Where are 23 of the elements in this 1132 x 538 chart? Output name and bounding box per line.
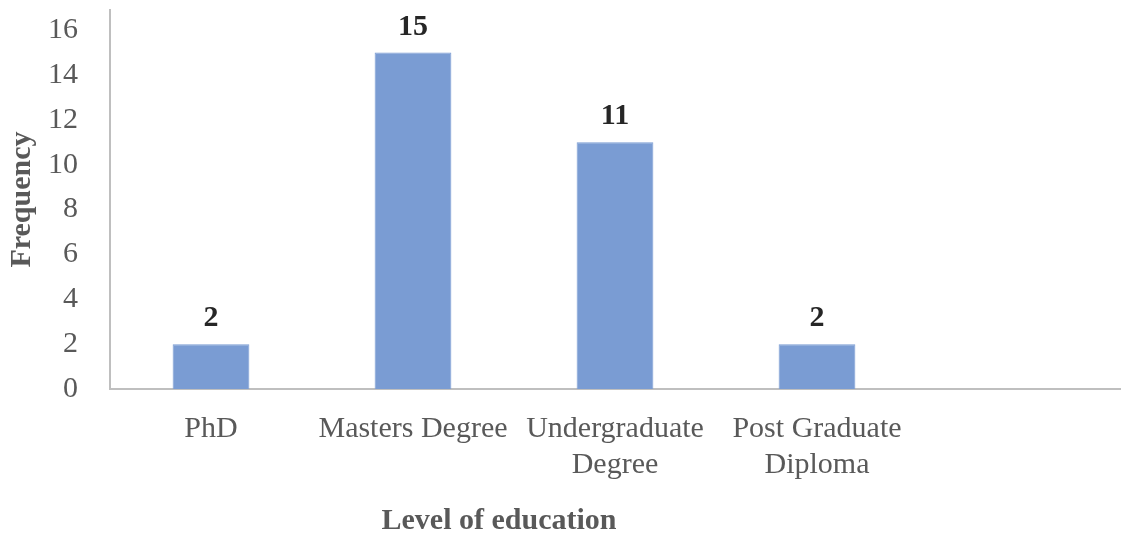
y-tick-label: 12 [48, 100, 78, 134]
y-tick-label: 10 [48, 145, 78, 179]
y-tick-label: 4 [63, 280, 78, 314]
y-tick-label: 0 [63, 369, 78, 403]
y-tick-label: 2 [63, 325, 78, 359]
bar [374, 52, 452, 389]
y-tick-label: 14 [48, 55, 78, 89]
bar [576, 142, 654, 389]
x-tick-label: Masters Degree [318, 409, 508, 443]
y-axis-title: Frequency [2, 131, 36, 268]
data-label: 2 [203, 299, 219, 333]
x-tick-label: Post Graduate Diploma [732, 409, 902, 479]
data-label: 15 [398, 7, 428, 41]
bar [172, 344, 250, 389]
y-tick-label: 6 [63, 235, 78, 269]
y-tick-label: 16 [48, 11, 78, 45]
data-label: 11 [600, 97, 630, 131]
x-axis-title: Level of education [381, 501, 617, 535]
data-label: 2 [809, 299, 825, 333]
y-tick-label: 8 [63, 190, 78, 224]
x-tick-label: PhD [184, 409, 238, 443]
x-tick-label: Undergraduate Degree [526, 409, 704, 479]
bar [778, 344, 856, 389]
